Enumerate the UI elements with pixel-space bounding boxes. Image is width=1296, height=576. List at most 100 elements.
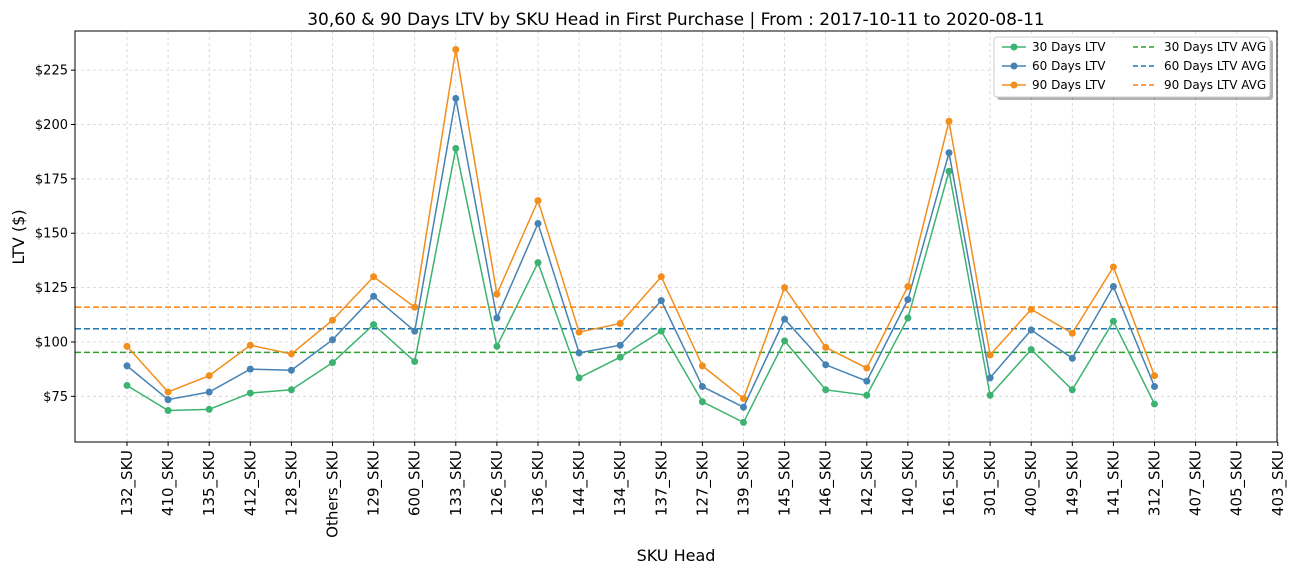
data-point (740, 418, 747, 426)
plot-area-frame (74, 30, 1278, 443)
legend-label: 90 Days LTV AVG (1164, 78, 1266, 92)
legend-label: 30 Days LTV AVG (1164, 40, 1266, 54)
y-axis-ticks: $75 $100 $125 $150 $175 $200 $225 (35, 64, 75, 405)
data-point (616, 319, 624, 327)
data-point (411, 358, 419, 366)
x-tick-label: 600_SKU (406, 450, 425, 516)
data-point (123, 362, 131, 370)
data-point (1027, 326, 1035, 334)
data-point (863, 377, 871, 385)
data-point (904, 283, 912, 291)
data-point (205, 405, 213, 413)
data-point (123, 342, 131, 350)
data-point (329, 336, 336, 344)
x-tick-label: 149_SKU (1063, 450, 1082, 516)
data-point (657, 273, 665, 281)
average-lines (75, 306, 1277, 354)
data-point (657, 297, 665, 305)
data-point (205, 388, 213, 396)
legend: 30 Days LTV 60 Days LTV 90 Days LTV 30 Days… (993, 36, 1273, 100)
y-tick-label: $125 (35, 281, 68, 296)
legend-swatch-marker (1010, 62, 1018, 70)
data-point (370, 321, 378, 329)
data-point (1109, 283, 1117, 291)
data-point (164, 388, 172, 396)
x-tick-label: 400_SKU (1022, 450, 1041, 516)
x-tick-label: 145_SKU (776, 450, 795, 516)
data-point (575, 328, 583, 336)
legend-label: 60 Days LTV (1032, 59, 1106, 73)
data-point (370, 273, 378, 281)
x-tick-label: 132_SKU (118, 450, 137, 516)
data-point (164, 396, 172, 404)
data-point (370, 292, 378, 300)
data-point (904, 314, 912, 322)
data-point (452, 144, 460, 152)
data-point (534, 219, 542, 227)
data-point (575, 374, 583, 382)
x-tick-label: 312_SKU (1146, 450, 1165, 516)
x-tick-label: 146_SKU (817, 450, 836, 516)
data-point (986, 351, 994, 359)
data-point (1151, 372, 1158, 380)
series-group (123, 45, 1158, 426)
data-point (1068, 329, 1076, 337)
series-line (126, 98, 1156, 409)
y-axis-label: LTV ($) (9, 209, 28, 264)
x-axis-label: SKU Head (637, 546, 716, 565)
legend-label: 60 Days LTV AVG (1164, 59, 1266, 73)
x-tick-label: 403_SKU (1269, 450, 1288, 516)
legend-label: 30 Days LTV (1032, 40, 1106, 54)
x-tick-label: 135_SKU (200, 450, 219, 516)
x-tick-label: 128_SKU (282, 450, 301, 516)
data-point (1027, 346, 1035, 354)
data-point (534, 259, 542, 267)
data-point (698, 383, 706, 391)
x-tick-label: 410_SKU (159, 450, 178, 516)
data-point (287, 386, 295, 394)
y-tick-label: $175 (35, 172, 68, 187)
x-tick-label: 301_SKU (981, 450, 1000, 516)
x-tick-label: 126_SKU (488, 450, 507, 516)
data-point (616, 353, 624, 361)
data-point (329, 316, 336, 324)
data-point (164, 406, 172, 414)
chart-title: 30,60 & 90 Days LTV by SKU Head in First… (307, 10, 1045, 30)
data-point (123, 381, 131, 389)
data-point (904, 296, 912, 304)
data-point (616, 341, 624, 349)
x-tick-label: 140_SKU (899, 450, 918, 516)
data-point (945, 117, 953, 125)
data-point (945, 167, 953, 175)
x-tick-label: 405_SKU (1228, 450, 1247, 516)
data-point (822, 361, 830, 369)
data-point (1027, 305, 1035, 313)
x-tick-label: 142_SKU (858, 450, 877, 516)
data-point (411, 327, 419, 335)
x-tick-label: 144_SKU (570, 450, 589, 516)
x-tick-label: 139_SKU (735, 450, 754, 516)
data-point (657, 327, 665, 335)
data-point (781, 337, 789, 345)
data-point (246, 365, 254, 373)
data-point (863, 364, 871, 372)
data-point (781, 284, 789, 292)
data-point (493, 314, 501, 322)
x-axis-ticks: 132_SKU 410_SKU 135_SKU 412_SKU 128_SKU Other… (118, 442, 1288, 538)
series-line (126, 148, 1156, 424)
data-point (329, 359, 336, 367)
y-tick-label: $200 (35, 118, 68, 133)
data-point (740, 403, 747, 411)
data-point (287, 366, 295, 374)
data-point (575, 349, 583, 357)
y-tick-label: $150 (35, 227, 68, 242)
x-tick-label: 407_SKU (1187, 450, 1206, 516)
data-point (822, 343, 830, 351)
x-tick-label: Others_SKU (324, 450, 343, 538)
x-tick-label: 137_SKU (652, 450, 671, 516)
data-point (1151, 383, 1158, 391)
data-point (698, 362, 706, 370)
data-point (1109, 317, 1117, 325)
data-point (493, 342, 501, 350)
